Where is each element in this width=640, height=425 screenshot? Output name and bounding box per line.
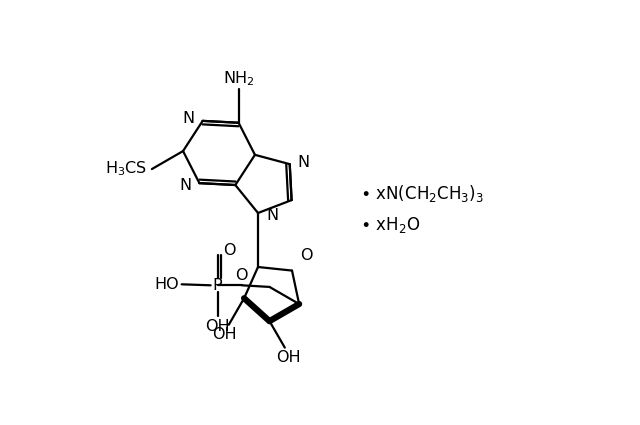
Text: $\bullet$ xN(CH$_2$CH$_3$)$_3$: $\bullet$ xN(CH$_2$CH$_3$)$_3$: [360, 182, 484, 204]
Text: OH: OH: [276, 350, 301, 365]
Text: O: O: [235, 268, 247, 283]
Text: HO: HO: [154, 277, 179, 292]
Text: O: O: [223, 243, 236, 258]
Text: O: O: [300, 248, 312, 263]
Text: NH$_2$: NH$_2$: [223, 69, 254, 88]
Text: N: N: [266, 207, 278, 223]
Text: H$_3$CS: H$_3$CS: [105, 160, 147, 178]
Text: $\bullet$ xH$_2$O: $\bullet$ xH$_2$O: [360, 215, 420, 235]
Text: OH: OH: [205, 320, 230, 334]
Text: N: N: [182, 111, 195, 126]
Text: N: N: [179, 178, 191, 193]
Text: OH: OH: [212, 327, 237, 342]
Text: P: P: [213, 278, 223, 293]
Text: N: N: [298, 155, 310, 170]
